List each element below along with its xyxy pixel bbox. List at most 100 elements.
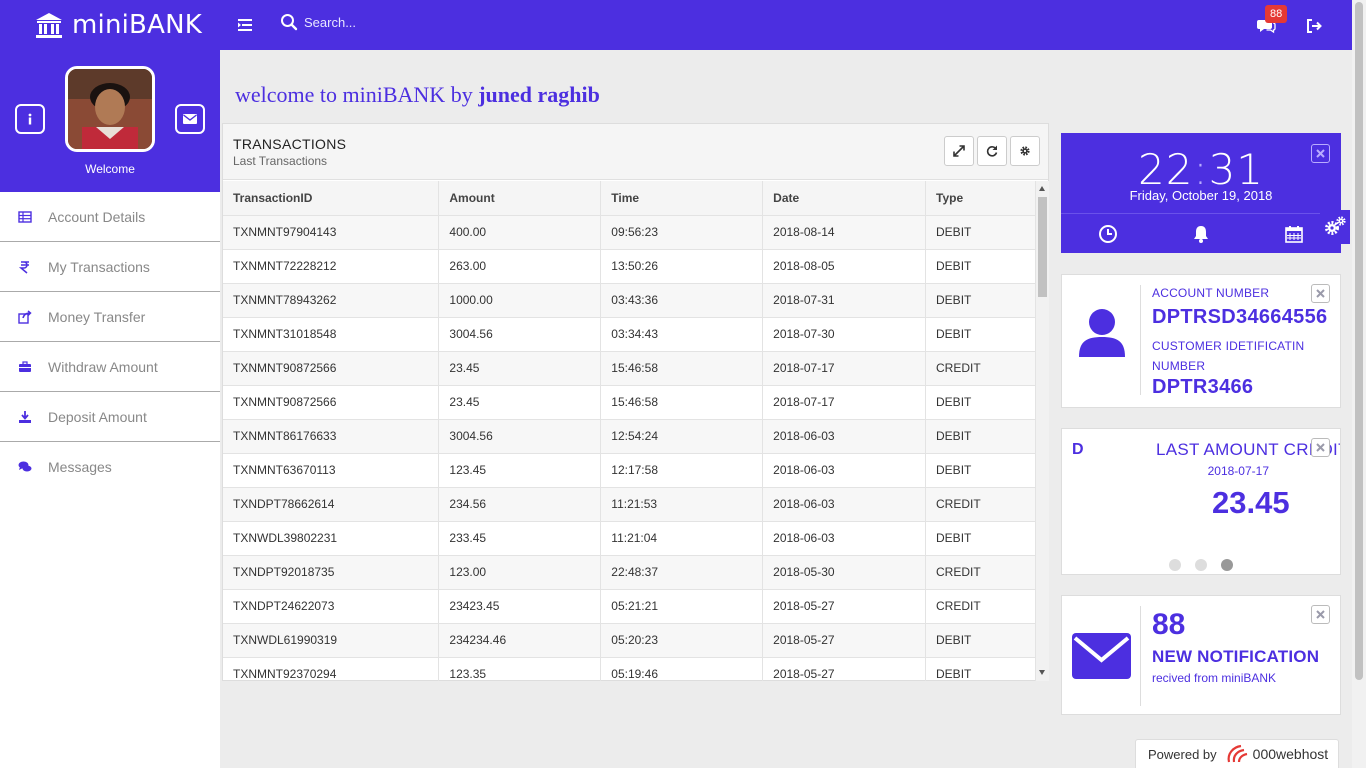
sidebar-item-deposit-amount[interactable]: Deposit Amount xyxy=(0,392,220,442)
table-scrollbar[interactable] xyxy=(1036,181,1049,681)
info-button[interactable] xyxy=(15,104,45,134)
messages-icon[interactable] xyxy=(1256,16,1276,36)
sidebar-item-withdraw-amount[interactable]: Withdraw Amount xyxy=(0,342,220,392)
table-cell: 233.45 xyxy=(438,521,602,556)
sidebar-item-money-transfer[interactable]: Money Transfer xyxy=(0,292,220,342)
table-row[interactable]: TXNMNT31018548 3004.56 03:34:43 2018-07-30 D… xyxy=(223,317,1036,352)
account-number-label: ACCOUNT NUMBER xyxy=(1152,286,1270,300)
notification-subtitle: recived from miniBANK xyxy=(1152,671,1277,685)
clock-icon[interactable] xyxy=(1098,224,1118,244)
avatar[interactable] xyxy=(65,66,155,152)
sidebar-item-my-transactions[interactable]: My Transactions xyxy=(0,242,220,292)
column-header[interactable]: Type xyxy=(925,181,1036,216)
table-cell: 400.00 xyxy=(438,215,602,250)
table-row[interactable]: TXNDPT92018735 123.00 22:48:37 2018-05-30 CR… xyxy=(223,555,1036,590)
table-cell: 2018-07-17 xyxy=(762,385,927,420)
powered-by-badge[interactable]: Powered by 000webhost xyxy=(1135,739,1339,768)
table-cell: 123.35 xyxy=(438,657,602,681)
table-cell: 2018-07-17 xyxy=(762,351,927,386)
table-cell: DEBIT xyxy=(925,419,1036,454)
scroll-up-arrow xyxy=(1039,186,1045,191)
table-row[interactable]: TXNMNT90872566 23.45 15:46:58 2018-07-17 DEB… xyxy=(223,385,1036,420)
carousel-dot-1[interactable] xyxy=(1169,559,1181,571)
carousel-dot-2[interactable] xyxy=(1195,559,1207,571)
panel-subtitle: Last Transactions xyxy=(233,154,328,168)
notification-widget: 88 NEW NOTIFICATION recived from miniBAN… xyxy=(1061,595,1341,715)
table-cell: 2018-08-05 xyxy=(762,249,927,284)
table-row[interactable]: TXNMNT92370294 123.35 05:19:46 2018-05-27 DE… xyxy=(223,657,1036,681)
table-row[interactable]: TXNDPT24622073 23423.45 05:21:21 2018-05-27… xyxy=(223,589,1036,624)
brand-logo[interactable]: miniBANK xyxy=(0,0,220,50)
comments-icon xyxy=(18,461,32,472)
calendar-icon[interactable] xyxy=(1284,224,1304,244)
sidebar-item-messages[interactable]: Messages xyxy=(0,442,220,492)
transactions-table-container: TransactionID Amount Time Date Type TXNM… xyxy=(223,181,1036,681)
table-row[interactable]: TXNMNT72228212 263.00 13:50:26 2018-08-05 DE… xyxy=(223,249,1036,284)
table-cell: 2018-07-30 xyxy=(762,317,927,352)
customer-id: DPTR3466 xyxy=(1152,376,1254,398)
table-cell: TXNWDL61990319 xyxy=(223,623,440,658)
search-box xyxy=(280,13,504,31)
close-account-button[interactable] xyxy=(1311,284,1330,303)
table-row[interactable]: TXNWDL61990319 234234.46 05:20:23 2018-05-2… xyxy=(223,623,1036,658)
table-cell: 11:21:04 xyxy=(600,521,764,556)
close-credit-button[interactable] xyxy=(1311,438,1330,457)
table-cell: 05:19:46 xyxy=(600,657,764,681)
briefcase-icon xyxy=(19,360,31,372)
table-row[interactable]: TXNMNT63670113 123.45 12:17:58 2018-06-03 DE… xyxy=(223,453,1036,488)
refresh-button[interactable] xyxy=(977,136,1007,166)
table-cell: 09:56:23 xyxy=(600,215,764,250)
table-cell: 2018-08-14 xyxy=(762,215,927,250)
table-cell: DEBIT xyxy=(925,453,1036,488)
page-scrollbar[interactable] xyxy=(1352,0,1366,768)
bank-icon xyxy=(36,13,62,38)
expand-button[interactable] xyxy=(944,136,974,166)
column-header[interactable]: Time xyxy=(600,181,764,216)
sidebar-item-label: Messages xyxy=(48,459,112,475)
logout-icon[interactable] xyxy=(1305,17,1323,35)
theme-settings-button[interactable] xyxy=(1320,210,1350,244)
table-cell: 123.45 xyxy=(438,453,602,488)
column-header[interactable]: Amount xyxy=(438,181,602,216)
sidebar-item-account-details[interactable]: Account Details xyxy=(0,192,220,242)
download-icon xyxy=(19,410,31,423)
table-cell: 2018-06-03 xyxy=(762,419,927,454)
account-widget: ACCOUNT NUMBER DPTRSD34664556 CUSTOMER I… xyxy=(1061,274,1341,408)
table-row[interactable]: TXNDPT78662614 234.56 11:21:53 2018-06-03 CR… xyxy=(223,487,1036,522)
clock-minutes: 31 xyxy=(1208,145,1265,194)
table-cell: 2018-05-27 xyxy=(762,589,927,624)
customer-id-label: CUSTOMER IDETIFICATIN NUMBER xyxy=(1152,339,1305,373)
envelope-icon xyxy=(183,114,197,124)
table-row[interactable]: TXNWDL39802231 233.45 11:21:04 2018-06-03 DE… xyxy=(223,521,1036,556)
table-cell: 2018-06-03 xyxy=(762,453,927,488)
close-icon xyxy=(1316,443,1325,452)
close-clock-button[interactable] xyxy=(1311,144,1330,163)
carousel-dot-3[interactable] xyxy=(1221,559,1233,571)
menu-toggle-icon[interactable] xyxy=(236,16,254,34)
close-notification-button[interactable] xyxy=(1311,605,1330,624)
sidebar-item-label: Withdraw Amount xyxy=(48,358,158,375)
table-cell: TXNMNT90872566 xyxy=(223,351,440,386)
search-input[interactable] xyxy=(304,14,504,30)
table-cell: 05:20:23 xyxy=(600,623,764,658)
bell-icon[interactable] xyxy=(1191,224,1211,244)
settings-button[interactable] xyxy=(1010,136,1040,166)
column-header[interactable]: Date xyxy=(762,181,927,216)
table-cell: 2018-05-27 xyxy=(762,657,927,681)
messages-badge: 88 xyxy=(1265,5,1288,23)
mail-button[interactable] xyxy=(175,104,205,134)
table-row[interactable]: TXNMNT97904143 400.00 09:56:23 2018-08-14 DE… xyxy=(223,215,1036,250)
table-row[interactable]: TXNMNT78943262 1000.00 03:43:36 2018-07-31 D… xyxy=(223,283,1036,318)
table-cell: CREDIT xyxy=(925,487,1036,522)
table-row[interactable]: TXNMNT90872566 23.45 15:46:58 2018-07-17 CRE… xyxy=(223,351,1036,386)
host-name: 000webhost xyxy=(1252,746,1329,762)
notification-count: 88 xyxy=(1152,608,1186,641)
column-header[interactable]: TransactionID xyxy=(223,181,440,216)
envelope-icon xyxy=(1072,633,1131,679)
transactions-panel: TRANSACTIONS Last Transactions Tr xyxy=(222,123,1049,681)
transactions-table: TransactionID Amount Time Date Type TXNM… xyxy=(223,181,1036,681)
table-cell: 12:54:24 xyxy=(600,419,764,454)
table-row[interactable]: TXNMNT86176633 3004.56 12:54:24 2018-06-03 D… xyxy=(223,419,1036,454)
divider xyxy=(1140,285,1141,395)
brand-name: miniBANK xyxy=(72,10,202,40)
